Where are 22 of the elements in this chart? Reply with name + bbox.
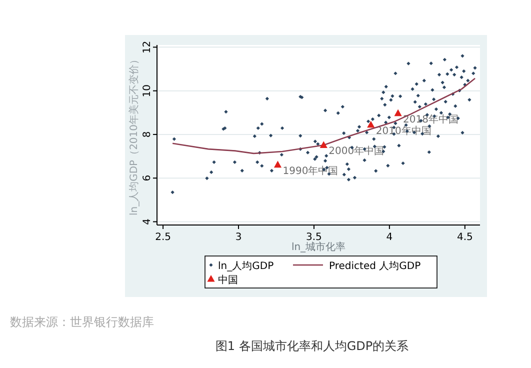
x-tick-label: 2.5 (155, 232, 171, 243)
y-tick-label: 10 (142, 84, 153, 98)
y-tick-label: 6 (142, 174, 153, 182)
x-tick-label: 3 (235, 232, 242, 243)
y-axis-title: ln_人均GDP（2010年美元不变价） (128, 54, 140, 216)
legend-label: Predicted 人均GDP (329, 260, 421, 272)
y-tick-label: 12 (142, 40, 153, 54)
text: 图1 各国城市化率和人均GDP的关系 (215, 339, 409, 353)
legend-label: 中国 (218, 274, 238, 286)
x-axis-title: ln_城市化率 (291, 241, 346, 253)
source-note: 数据来源：世界银行数据库 (10, 315, 154, 329)
point (394, 109, 402, 116)
x-tick-label: 4 (386, 232, 393, 243)
point (367, 120, 375, 128)
point (274, 160, 282, 168)
x-tick-label: 3.5 (306, 232, 322, 243)
y-tick-label: 8 (142, 131, 153, 138)
y-tick-label: 4 (142, 218, 153, 225)
point (320, 141, 328, 148)
line-series (172, 78, 476, 154)
x-tick-label: 4.5 (456, 232, 473, 243)
legend-label: ln_人均GDP (218, 260, 274, 272)
